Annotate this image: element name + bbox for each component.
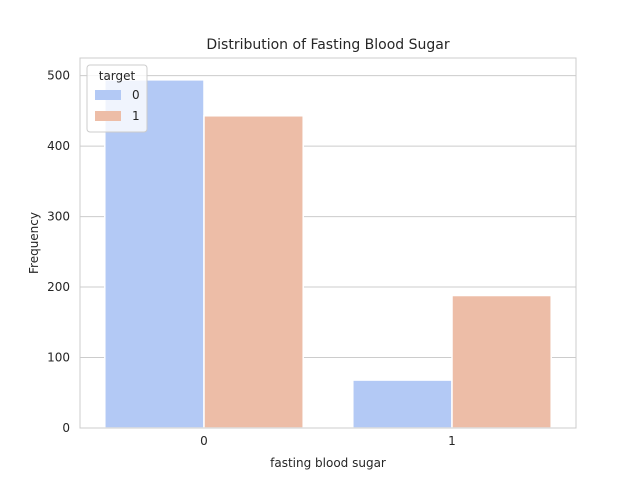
y-axis-ticks: 0 100 200 300 400 500 (47, 69, 70, 435)
y-tick-label: 100 (47, 351, 70, 365)
y-tick-label: 300 (47, 210, 70, 224)
chart-title: Distribution of Fasting Blood Sugar (206, 37, 449, 53)
legend-items: 01 (95, 88, 140, 123)
y-tick-label: 200 (47, 280, 70, 294)
legend-title: target (99, 69, 136, 83)
bar-1-target-0 (352, 379, 453, 429)
legend-swatch (95, 111, 121, 121)
plot-frame (79, 57, 577, 429)
x-tick-label: 1 (448, 434, 456, 448)
bar-0-target-1 (203, 115, 304, 429)
x-tick-label: 0 (200, 434, 208, 448)
y-tick-label: 500 (47, 69, 70, 83)
y-tick-label: 400 (47, 139, 70, 153)
legend-swatch (95, 90, 121, 100)
y-axis-label: Frequency (27, 212, 41, 274)
legend: target 01 (86, 64, 148, 133)
legend-label: 1 (132, 109, 140, 123)
bar-1-target-1 (451, 294, 552, 429)
bar-0-target-0 (104, 79, 205, 429)
legend-label: 0 (132, 88, 140, 102)
bars (104, 79, 552, 429)
y-tick-label: 0 (62, 421, 70, 435)
x-axis-label: fasting blood sugar (270, 456, 386, 470)
